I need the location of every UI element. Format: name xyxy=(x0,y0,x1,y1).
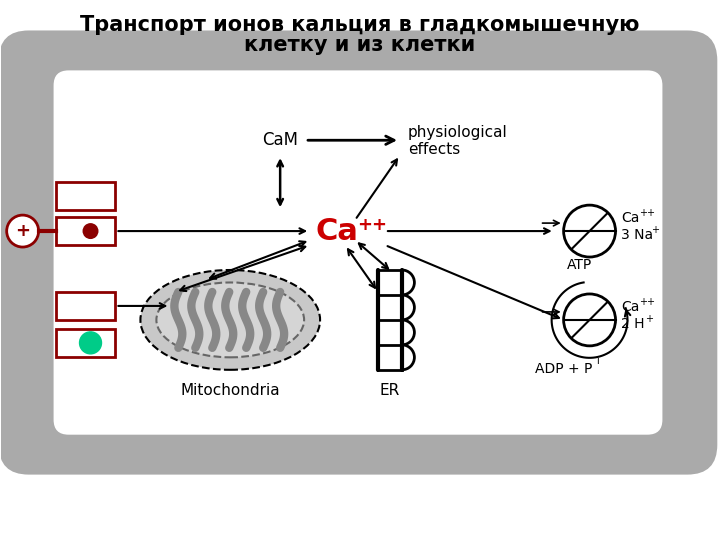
Circle shape xyxy=(6,215,39,247)
Circle shape xyxy=(79,332,102,354)
Text: Ca: Ca xyxy=(621,300,640,314)
Text: ++: ++ xyxy=(357,216,387,234)
Text: physiological: physiological xyxy=(408,125,508,140)
Ellipse shape xyxy=(140,270,320,370)
Text: +: + xyxy=(15,222,30,240)
FancyBboxPatch shape xyxy=(55,182,115,210)
Text: ++: ++ xyxy=(639,208,655,218)
Text: ER: ER xyxy=(380,383,400,398)
Text: Ca: Ca xyxy=(315,217,358,246)
Text: Mitochondria: Mitochondria xyxy=(181,383,280,398)
Text: Ca: Ca xyxy=(621,211,640,225)
Text: CaM: CaM xyxy=(262,131,298,149)
FancyBboxPatch shape xyxy=(55,329,115,357)
Text: 3 Na: 3 Na xyxy=(621,228,654,242)
Text: ++: ++ xyxy=(639,297,655,307)
Text: i: i xyxy=(597,356,599,366)
Text: ATP: ATP xyxy=(567,258,593,272)
FancyBboxPatch shape xyxy=(55,292,115,320)
FancyBboxPatch shape xyxy=(55,217,115,245)
Circle shape xyxy=(564,205,616,257)
Text: +: + xyxy=(652,225,660,235)
FancyBboxPatch shape xyxy=(53,70,662,435)
Text: клетку и из клетки: клетку и из клетки xyxy=(244,36,476,56)
Text: Транспорт ионов кальция в гладкомышечную: Транспорт ионов кальция в гладкомышечную xyxy=(81,16,639,36)
FancyBboxPatch shape xyxy=(0,30,717,475)
Ellipse shape xyxy=(156,282,304,357)
Circle shape xyxy=(564,294,616,346)
Text: 2 H: 2 H xyxy=(621,317,645,331)
Text: +: + xyxy=(645,314,654,324)
Text: effects: effects xyxy=(408,141,460,157)
Text: ADP + P: ADP + P xyxy=(535,362,592,376)
Circle shape xyxy=(83,223,99,239)
